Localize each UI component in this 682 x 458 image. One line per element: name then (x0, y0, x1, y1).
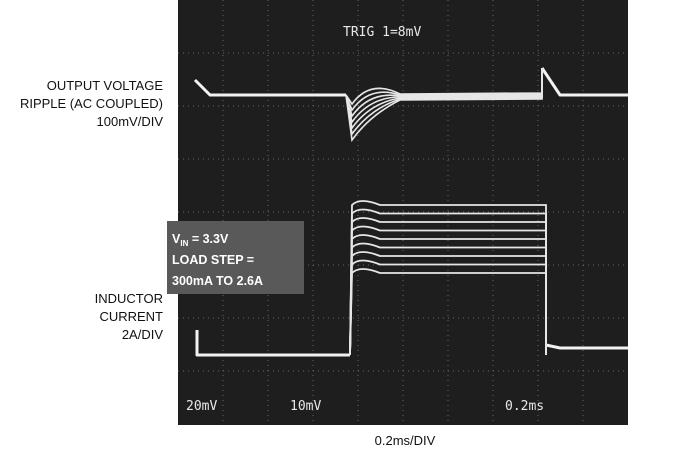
vin-label: VIN = 3.3V (172, 232, 229, 248)
x-axis-label: 0.2ms/DIV (375, 433, 436, 448)
voltage-ripple (345, 68, 543, 143)
load-step-label: LOAD STEP = (172, 253, 254, 267)
voltage-ripple (345, 68, 543, 118)
current-band (349, 200, 547, 356)
voltage-label: OUTPUT VOLTAGE (47, 78, 164, 93)
current-band (349, 208, 547, 356)
current-label: CURRENT (99, 309, 163, 324)
voltage-ripple (345, 68, 543, 137)
conditions-box (167, 221, 304, 294)
current-label: INDUCTOR (95, 291, 163, 306)
voltage-ripple (345, 68, 543, 112)
scope-traces (193, 67, 628, 357)
voltage-ripple (345, 68, 543, 106)
current-trace (195, 330, 350, 357)
voltage-ripple (345, 68, 543, 130)
voltage-ripple (345, 68, 543, 124)
current-band (349, 251, 547, 356)
current-band (349, 217, 547, 356)
current-scale: 2A/DIV (122, 327, 164, 342)
voltage-trace (540, 67, 628, 97)
current-trace (545, 343, 628, 350)
vin-value: = 3.3V (188, 232, 229, 246)
current-band (349, 259, 547, 356)
current-band (349, 225, 547, 356)
vin-subscript: IN (180, 239, 188, 248)
timebase-label: 0.2ms (505, 399, 544, 414)
voltage-label: RIPPLE (AC COUPLED) (20, 96, 163, 111)
current-band (349, 268, 547, 356)
ch1-scale: 20mV (186, 399, 217, 414)
ch2-scale: 10mV (290, 399, 321, 414)
voltage-scale: 100mV/DIV (97, 114, 164, 129)
trigger-label: TRIG 1=8mV (343, 25, 421, 40)
voltage-trace (193, 78, 346, 97)
load-step-range: 300mA TO 2.6A (172, 274, 263, 288)
vin-symbol: V (172, 232, 181, 246)
current-band (349, 234, 547, 356)
current-band (349, 242, 547, 356)
